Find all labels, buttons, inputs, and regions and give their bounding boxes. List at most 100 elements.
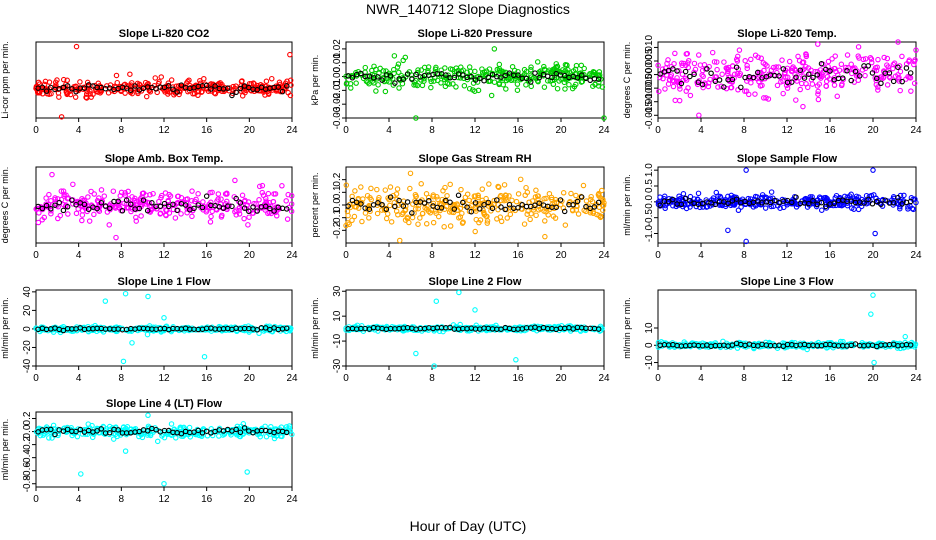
data-point bbox=[571, 83, 578, 90]
data-point bbox=[594, 211, 600, 218]
data-point bbox=[348, 85, 354, 91]
data-point bbox=[679, 71, 686, 78]
y-tick-label: 1.0 bbox=[644, 163, 655, 177]
data-point bbox=[797, 69, 804, 75]
data-point bbox=[233, 83, 239, 89]
data-point bbox=[362, 64, 369, 71]
data-point-reference bbox=[827, 68, 833, 74]
data-point bbox=[359, 218, 365, 225]
data-point bbox=[853, 196, 859, 202]
data-point-reference bbox=[233, 89, 239, 96]
y-tick-label: -10 bbox=[332, 333, 343, 348]
data-point bbox=[265, 90, 272, 96]
x-tick-label: 4 bbox=[386, 373, 392, 384]
data-point bbox=[902, 342, 908, 349]
data-point-reference bbox=[203, 82, 210, 89]
panel-5: Slope Gas Stream RH percent per min. 0 4 8 12… bbox=[310, 153, 610, 261]
data-point-reference bbox=[557, 197, 564, 203]
data-point bbox=[459, 220, 466, 226]
data-point bbox=[513, 357, 519, 363]
data-point bbox=[700, 84, 706, 91]
data-point bbox=[209, 208, 215, 215]
data-point bbox=[152, 75, 159, 81]
data-point-reference bbox=[182, 202, 189, 208]
data-point bbox=[891, 60, 898, 66]
data-point bbox=[199, 433, 205, 440]
x-tick-label: 4 bbox=[76, 373, 82, 384]
data-point bbox=[432, 66, 439, 72]
data-point bbox=[662, 205, 668, 212]
y-tick-label: 0.2 bbox=[332, 172, 343, 186]
data-point bbox=[393, 208, 400, 214]
data-point-reference bbox=[793, 194, 799, 200]
data-point bbox=[481, 211, 488, 218]
data-point bbox=[719, 71, 725, 78]
data-point bbox=[798, 80, 805, 87]
data-point bbox=[358, 184, 364, 190]
data-point bbox=[517, 176, 524, 183]
data-point-reference bbox=[477, 75, 483, 82]
data-point-reference bbox=[793, 74, 799, 81]
data-point bbox=[843, 64, 849, 71]
x-tick-label: 20 bbox=[867, 250, 879, 261]
data-point bbox=[676, 97, 683, 104]
data-point bbox=[744, 62, 750, 69]
data-point bbox=[236, 211, 243, 217]
data-point bbox=[533, 75, 540, 82]
data-point bbox=[887, 75, 893, 81]
data-point-reference bbox=[191, 205, 197, 212]
data-point-reference bbox=[814, 72, 821, 78]
data-point bbox=[278, 433, 284, 439]
data-point-reference bbox=[682, 195, 689, 202]
data-point bbox=[832, 53, 838, 59]
data-point bbox=[230, 83, 236, 90]
data-point bbox=[800, 103, 806, 110]
data-point bbox=[815, 91, 821, 97]
data-point bbox=[40, 432, 46, 438]
data-point bbox=[792, 71, 798, 78]
data-point-reference bbox=[818, 60, 825, 67]
data-point bbox=[554, 63, 561, 70]
data-point bbox=[64, 77, 70, 84]
data-point bbox=[691, 69, 697, 76]
data-point bbox=[479, 69, 486, 76]
data-point-reference bbox=[742, 198, 748, 205]
panel-title: Slope Gas Stream RH bbox=[418, 153, 531, 165]
data-point bbox=[862, 72, 868, 79]
x-tick-label: 12 bbox=[469, 125, 481, 136]
data-point-reference bbox=[755, 198, 761, 204]
data-point-reference bbox=[848, 77, 854, 84]
x-tick-label: 12 bbox=[781, 125, 793, 136]
data-point bbox=[509, 197, 515, 204]
data-point bbox=[820, 195, 827, 201]
panel-9: Slope Line 3 Flow ml/min per min. 0 4 8 12 16 2… bbox=[622, 276, 922, 384]
data-point-reference bbox=[233, 426, 239, 433]
y-tick-label: -0.01 bbox=[332, 79, 343, 102]
x-tick-label: 16 bbox=[824, 125, 836, 136]
x-tick-label: 12 bbox=[158, 373, 170, 384]
data-point bbox=[735, 87, 741, 93]
data-point-reference bbox=[349, 75, 356, 81]
data-point bbox=[703, 204, 710, 210]
data-point bbox=[73, 43, 80, 50]
data-point bbox=[208, 213, 214, 220]
data-point bbox=[74, 433, 81, 440]
plot-frame bbox=[35, 411, 293, 488]
y-axis-label: percent per min. bbox=[310, 172, 320, 237]
data-point-reference bbox=[387, 73, 394, 79]
data-point bbox=[396, 237, 403, 244]
data-point-reference bbox=[170, 86, 176, 93]
data-point bbox=[127, 71, 133, 77]
data-point bbox=[163, 207, 169, 213]
data-point bbox=[797, 86, 803, 93]
data-point bbox=[901, 192, 907, 199]
data-point-reference bbox=[485, 74, 492, 81]
data-point-reference bbox=[865, 196, 871, 203]
y-axis-label: ml/min per min. bbox=[0, 297, 10, 359]
panel-3: Slope Li-820 Temp. degrees C per min. 0 4 8 1… bbox=[622, 28, 922, 136]
y-tick-label: 0.000 bbox=[644, 62, 655, 87]
x-tick-label: 12 bbox=[158, 494, 170, 505]
y-tick-label: -0.010 bbox=[644, 87, 655, 116]
data-point bbox=[533, 187, 539, 194]
x-tick-label: 20 bbox=[867, 125, 879, 136]
